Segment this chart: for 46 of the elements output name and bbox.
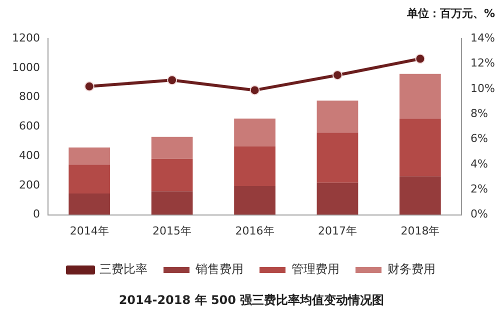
text: 2014-2018 年 500 强三费比率均值变动情况图	[118, 292, 386, 309]
x-tick-label: 2017年	[318, 224, 357, 238]
text: 单位：百万元、%	[406, 6, 495, 21]
y2-tick-label: 0%	[470, 208, 488, 221]
bar	[68, 164, 110, 194]
legend-label: 销售费用	[194, 262, 244, 276]
y2-tick-label: 2%	[470, 182, 488, 196]
y-tick-label: 1000	[12, 60, 40, 74]
x-tick-label: 2016年	[235, 224, 274, 238]
y-tick-label: 0	[32, 208, 40, 221]
y-tick-label: 800	[18, 90, 40, 104]
bar	[68, 148, 110, 165]
x-tick-label: 2015年	[152, 224, 192, 238]
y-tick-label: 600	[18, 120, 40, 133]
bar	[400, 74, 441, 119]
bar	[400, 118, 441, 176]
y2-tick-label: 10%	[470, 82, 496, 95]
point	[84, 81, 94, 92]
bar	[151, 191, 193, 215]
legend-label: 三费比率	[100, 262, 148, 276]
y-tick-label: 400	[18, 148, 40, 162]
x-tick-label: 2014年	[70, 224, 109, 238]
bar	[68, 194, 110, 215]
bar	[234, 186, 276, 215]
legend-label: 财务费用	[388, 262, 436, 276]
bar	[316, 100, 358, 133]
point	[332, 70, 342, 80]
bar	[316, 132, 358, 183]
y-tick-label: 1200	[12, 31, 40, 44]
bar	[234, 118, 276, 147]
point	[415, 54, 426, 64]
y2-tick-label: 6%	[470, 132, 488, 146]
bar	[151, 136, 193, 159]
bar	[400, 176, 441, 215]
point	[250, 85, 260, 96]
x-tick-label: 2018年	[400, 224, 440, 238]
y2-tick-label: 14%	[470, 31, 496, 44]
y2-tick-label: 8%	[470, 106, 488, 120]
y2-tick-label: 12%	[470, 56, 496, 70]
y2-tick-label: 4%	[470, 157, 488, 170]
y-tick-label: 200	[18, 178, 40, 192]
point	[167, 75, 178, 86]
legend-label: 管理费用	[292, 262, 340, 276]
bar	[151, 158, 193, 192]
bar	[316, 182, 358, 215]
bar	[234, 146, 276, 186]
